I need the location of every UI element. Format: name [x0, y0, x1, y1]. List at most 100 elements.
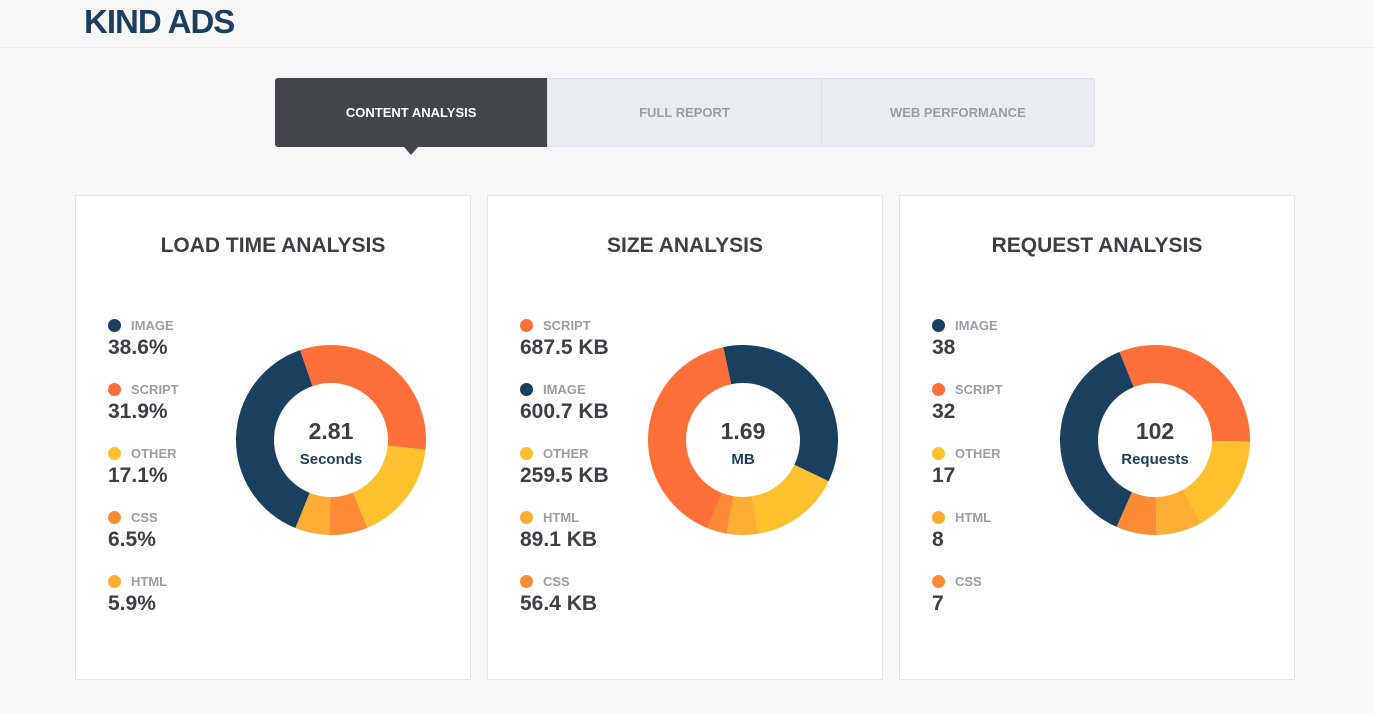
- donut-slice-other[interactable]: [1182, 440, 1250, 524]
- total-unit: Seconds: [299, 451, 363, 468]
- legend-label: OTHER: [543, 445, 589, 461]
- legend-value: 17.1%: [108, 464, 168, 487]
- tab-web-performance[interactable]: WEB PERFORMANCE: [889, 105, 1026, 120]
- legend-dot-icon: [108, 510, 121, 524]
- card-request-analysis: REQUEST ANALYSIS IMAGE 38 SCRIPT 32 OTHER 17 HT…: [899, 195, 1295, 680]
- donut-chart: [648, 345, 838, 535]
- legend-item: IMAGE 38: [932, 316, 1003, 380]
- legend-label: SCRIPT: [955, 381, 1003, 397]
- legend-value: 8: [932, 528, 944, 551]
- legend-value: 6.5%: [108, 528, 156, 551]
- total-value: 102: [1135, 418, 1175, 444]
- legend-value: 89.1 KB: [520, 528, 598, 551]
- legend-value: 600.7 KB: [520, 400, 609, 423]
- donut-center: 2.81 Seconds: [276, 418, 386, 468]
- legend-label: HTML: [543, 509, 580, 525]
- legend-label: IMAGE: [955, 317, 998, 333]
- legend-dot-icon: [520, 574, 533, 588]
- legend-label: CSS: [131, 509, 158, 525]
- legend-item: SCRIPT 31.9%: [108, 380, 179, 444]
- card-title: LOAD TIME ANALYSIS: [160, 234, 386, 257]
- legend-item: IMAGE 38.6%: [108, 316, 179, 380]
- legend-label: CSS: [543, 573, 570, 589]
- legend-dot-icon: [520, 510, 533, 524]
- donut-slice-css[interactable]: [1116, 492, 1157, 535]
- legend-item: OTHER 17: [932, 444, 1003, 508]
- legend-item: HTML 89.1 KB: [520, 508, 609, 572]
- legend-item: CSS 7: [932, 572, 1003, 636]
- legend: SCRIPT 687.5 KB IMAGE 600.7 KB OTHER 259.5 KB…: [520, 316, 609, 636]
- donut-slice-css[interactable]: [707, 492, 734, 534]
- legend-dot-icon: [108, 446, 121, 460]
- legend-item: OTHER 259.5 KB: [520, 444, 609, 508]
- tab-full-report[interactable]: FULL REPORT: [548, 79, 822, 146]
- header: KIND ADS: [0, 0, 1374, 48]
- legend-value: 687.5 KB: [520, 336, 609, 359]
- donut-slice-html[interactable]: [295, 492, 331, 535]
- legend-value: 38.6%: [108, 336, 168, 359]
- donut-slice-css[interactable]: [329, 492, 368, 535]
- legend-dot-icon: [932, 574, 945, 588]
- total-unit: MB: [731, 451, 755, 468]
- donut-chart: [236, 345, 426, 535]
- legend-dot-icon: [932, 382, 945, 396]
- total-unit: Requests: [1121, 451, 1189, 468]
- legend-label: HTML: [131, 573, 168, 589]
- legend-label: IMAGE: [543, 381, 586, 397]
- donut-slice-script[interactable]: [648, 347, 732, 529]
- legend-dot-icon: [932, 446, 945, 460]
- donut-center: 102 Requests: [1100, 418, 1210, 468]
- legend-dot-icon: [932, 318, 945, 332]
- legend-label: SCRIPT: [543, 317, 591, 333]
- donut-slice-script[interactable]: [300, 345, 426, 450]
- legend-value: 259.5 KB: [520, 464, 609, 487]
- legend-item: OTHER 17.1%: [108, 444, 179, 508]
- legend-dot-icon: [932, 510, 945, 524]
- card-size-analysis: SIZE ANALYSIS SCRIPT 687.5 KB IMAGE 600.7 KB…: [487, 195, 883, 680]
- tab-bar: CONTENT ANALYSIS FULL REPORT WEB PERFORM…: [275, 78, 1095, 155]
- legend-value: 38: [932, 336, 956, 359]
- legend-value: 31.9%: [108, 400, 168, 423]
- legend-dot-icon: [108, 318, 121, 332]
- legend-item: HTML 8: [932, 508, 1003, 572]
- legend-label: IMAGE: [131, 317, 174, 333]
- legend-dot-icon: [520, 446, 533, 460]
- donut-slice-image[interactable]: [723, 345, 838, 482]
- donut-chart: [1060, 345, 1250, 535]
- legend-value: 17: [932, 464, 956, 487]
- legend-dot-icon: [108, 382, 121, 396]
- legend-value: 32: [932, 400, 956, 423]
- legend-label: OTHER: [955, 445, 1001, 461]
- brand-logo[interactable]: KIND ADS: [84, 3, 235, 40]
- legend-item: HTML 5.9%: [108, 572, 179, 636]
- card-title: SIZE ANALYSIS: [607, 234, 763, 257]
- donut-slice-other[interactable]: [352, 445, 426, 528]
- legend-item: CSS 6.5%: [108, 508, 179, 572]
- legend-dot-icon: [520, 318, 533, 332]
- legend-dot-icon: [108, 574, 121, 588]
- legend-item: CSS 56.4 KB: [520, 572, 609, 636]
- legend: IMAGE 38.6% SCRIPT 31.9% OTHER 17.1% CSS 6.5% HT…: [108, 316, 179, 636]
- legend-item: SCRIPT 32: [932, 380, 1003, 444]
- legend: IMAGE 38 SCRIPT 32 OTHER 17 HTML 8 CSS 7: [932, 316, 1003, 636]
- total-value: 2.81: [308, 418, 354, 444]
- donut-slice-html[interactable]: [726, 496, 759, 535]
- legend-value: 5.9%: [108, 592, 156, 615]
- legend-dot-icon: [520, 382, 533, 396]
- legend-value: 7: [932, 592, 944, 615]
- legend-label: SCRIPT: [131, 381, 179, 397]
- legend-value: 56.4 KB: [520, 592, 598, 615]
- legend-label: HTML: [955, 509, 992, 525]
- donut-slice-other[interactable]: [752, 464, 829, 534]
- donut-slice-script[interactable]: [1119, 345, 1250, 442]
- card-title: REQUEST ANALYSIS: [991, 234, 1203, 257]
- legend-item: IMAGE 600.7 KB: [520, 380, 609, 444]
- card-load-time-analysis: LOAD TIME ANALYSIS IMAGE 38.6% SCRIPT 31.9% O…: [75, 195, 471, 680]
- tab-content-analysis[interactable]: CONTENT ANALYSIS: [275, 78, 549, 155]
- donut-slice-html[interactable]: [1155, 489, 1202, 535]
- donut-slice-image[interactable]: [1060, 351, 1134, 527]
- donut-slice-image[interactable]: [236, 350, 313, 529]
- legend-label: CSS: [955, 573, 982, 589]
- legend-label: OTHER: [131, 445, 177, 461]
- legend-item: SCRIPT 687.5 KB: [520, 316, 609, 380]
